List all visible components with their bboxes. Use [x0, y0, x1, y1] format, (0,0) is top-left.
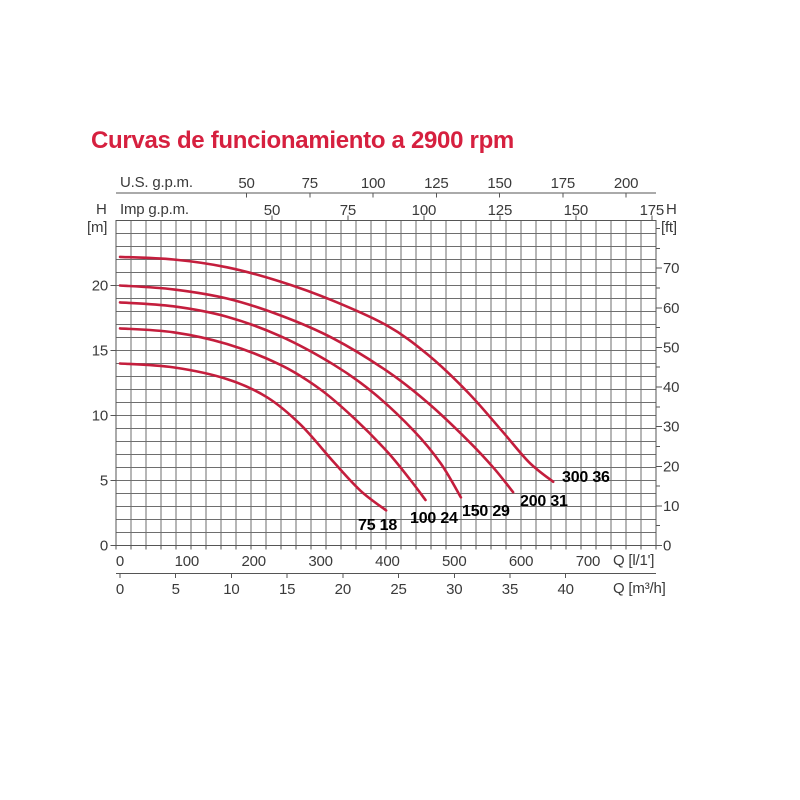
imp-gpm-axis: 50 75 100 125 150 175 [264, 202, 664, 221]
flow-m3h-tick-label: 0 [116, 581, 124, 598]
flow-lmin-tick-label: 600 [509, 553, 533, 570]
plot-grid [115, 220, 657, 546]
flow-lmin-tick-label: 200 [241, 553, 265, 570]
curve-label-300-36: 300 36 [562, 469, 610, 486]
flow-m3h-tick-label: 10 [223, 581, 239, 598]
head-axis-unit-feet: [ft] [661, 219, 677, 236]
head-m-tick-label: 0 [100, 538, 108, 555]
flow-lmin-tick-label: 700 [576, 553, 600, 570]
us-gpm-tick-label: 175 [551, 175, 575, 192]
head-axis-unit-meters: [m] [87, 219, 108, 236]
head-axis-title-left: H [96, 201, 107, 218]
head-ft-tick-label: 50 [663, 339, 679, 356]
page-title: Curvas de funcionamiento a 2900 rpm [91, 127, 514, 154]
us-gpm-axis-title: U.S. g.p.m. [120, 174, 193, 191]
us-gpm-axis: 50 75 100 125 150 175 200 [116, 175, 656, 198]
pump-curves: 75 18 100 24 150 29 200 31 300 36 [118, 255, 610, 534]
curve-label-150-29: 150 29 [462, 503, 510, 520]
flow-m3h-tick-label: 35 [502, 581, 518, 598]
pump-curve-75-18 [118, 362, 388, 512]
imp-gpm-axis-title: Imp g.p.m. [120, 201, 189, 218]
flow-lmin-tick-label: 100 [175, 553, 199, 570]
imp-gpm-tick-label: 150 [564, 202, 588, 219]
flow-axis-title-m3h: Q [m³/h] [613, 580, 666, 597]
head-ft-axis: 0 10 20 30 40 50 60 70 [656, 228, 679, 555]
flow-m3h-tick-label: 20 [335, 581, 351, 598]
curve-label-75-18: 75 18 [358, 517, 397, 534]
head-m-tick-label: 15 [92, 343, 108, 360]
head-m-tick-label: 10 [92, 408, 108, 425]
head-axis-title-right: H [666, 201, 677, 218]
pump-curve-300-36 [118, 255, 555, 484]
head-ft-tick-label: 60 [663, 300, 679, 317]
head-m-tick-label: 20 [92, 278, 108, 295]
head-ft-tick-label: 20 [663, 458, 679, 475]
head-ft-tick-label: 10 [663, 498, 679, 515]
head-m-axis: 0 5 10 15 20 [92, 278, 116, 555]
head-m-tick-label: 5 [100, 473, 108, 490]
flow-m3h-tick-label: 5 [172, 581, 180, 598]
imp-gpm-tick-label: 125 [488, 202, 512, 219]
head-ft-tick-label: 40 [663, 379, 679, 396]
imp-gpm-tick-label: 175 [640, 202, 664, 219]
us-gpm-tick-label: 100 [361, 175, 385, 192]
flow-lmin-tick-label: 300 [308, 553, 332, 570]
flow-lmin-axis: 0 100 200 300 400 500 600 700 [115, 545, 657, 570]
head-ft-tick-label: 30 [663, 419, 679, 436]
curve-label-200-31: 200 31 [520, 493, 568, 510]
us-gpm-tick-label: 200 [614, 175, 638, 192]
us-gpm-tick-label: 150 [487, 175, 511, 192]
us-gpm-tick-label: 125 [424, 175, 448, 192]
imp-gpm-tick-label: 75 [340, 202, 356, 219]
us-gpm-tick-label: 50 [238, 175, 254, 192]
flow-m3h-tick-label: 25 [390, 581, 406, 598]
flow-m3h-tick-label: 15 [279, 581, 295, 598]
curve-label-100-24: 100 24 [410, 510, 458, 527]
flow-m3h-tick-label: 30 [446, 581, 462, 598]
pump-curve-100-24 [118, 327, 427, 502]
flow-lmin-tick-label: 400 [375, 553, 399, 570]
flow-m3h-axis: 0 5 10 15 20 25 30 35 40 [116, 572, 656, 598]
flow-m3h-tick-label: 40 [558, 581, 574, 598]
pump-curve-200-31 [118, 284, 515, 494]
us-gpm-tick-label: 75 [302, 175, 318, 192]
flow-lmin-tick-label: 0 [116, 553, 124, 570]
imp-gpm-tick-label: 100 [412, 202, 436, 219]
pump-curve-150-29 [118, 301, 463, 499]
flow-axis-title-lmin: Q [l/1'] [613, 552, 655, 569]
head-ft-tick-label: 70 [663, 260, 679, 277]
flow-lmin-tick-label: 500 [442, 553, 466, 570]
imp-gpm-tick-label: 50 [264, 202, 280, 219]
head-ft-tick-label: 0 [663, 538, 671, 555]
